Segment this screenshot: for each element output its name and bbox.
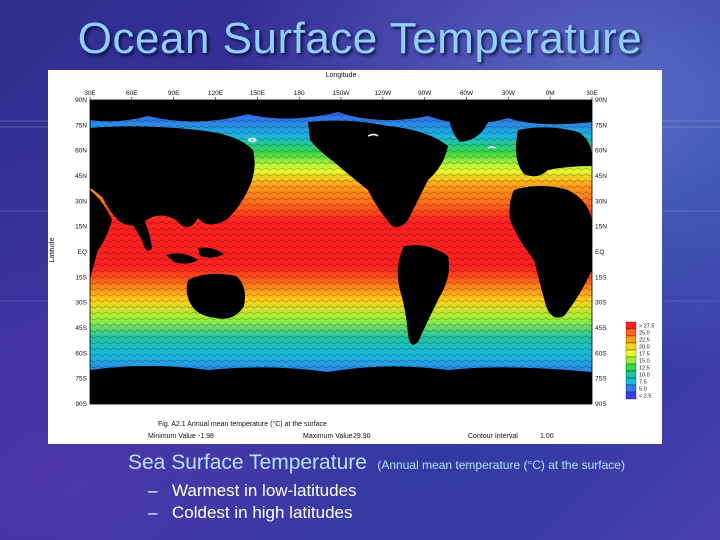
bullet-item: – Warmest in low-latitudes	[148, 480, 357, 502]
latitude-tick-label: 15N	[75, 224, 87, 231]
legend-label: 20.0	[639, 345, 650, 351]
legend-label: 25.0	[639, 331, 650, 337]
legend-swatch	[625, 328, 637, 337]
legend-swatch	[625, 363, 637, 372]
legend-swatch	[625, 335, 637, 344]
latitude-tick-label: EQ	[78, 249, 87, 256]
longitude-ticks: 30E 60E 90E 120E 150E 180 150W 120W 90W 60W 30W 0M 3…	[84, 90, 598, 100]
longitude-tick-label: 30E	[84, 90, 96, 97]
longitude-tick-label: 150W	[333, 90, 351, 97]
legend-swatch	[625, 384, 637, 393]
legend-swatch	[625, 342, 637, 351]
latitude-tick-label: 15S	[595, 274, 607, 281]
contour-interval-label: Contour Interval	[468, 433, 518, 440]
max-value: 29.90	[353, 433, 371, 440]
latitude-tick-label: 45S	[595, 325, 607, 332]
india-landmass	[128, 210, 152, 251]
longitude-tick-label: 90W	[418, 90, 432, 97]
legend-label: 5.0	[639, 387, 647, 393]
latitude-ticks-left: 90N 75N 60N 45N 30N 15N EQ 15S 30S 45S 60S 75S 90S	[75, 97, 88, 408]
max-value-label: Maximum Value	[303, 433, 353, 440]
sst-map-svg: Longitude Latitude 30E 60E 90E 120E 150E 180 1…	[49, 72, 654, 440]
longitude-tick-label: 120E	[208, 90, 224, 97]
legend-swatch	[625, 391, 637, 400]
latitude-tick-label: 45N	[75, 173, 87, 180]
latitude-tick-label: 75S	[595, 376, 607, 383]
temperature-legend: > 27.525.022.520.017.515.012.510.07.55.0…	[625, 321, 654, 400]
south-america-landmass	[397, 245, 449, 345]
latitude-tick-label: 45S	[75, 325, 87, 332]
antarctica-landmass	[90, 366, 592, 404]
legend-label: < 2.5	[639, 394, 651, 400]
latitude-tick-label: 60N	[75, 148, 87, 155]
latitude-tick-label: 15S	[75, 274, 87, 281]
legend-label: 12.5	[639, 366, 650, 372]
north-america-landmass	[308, 120, 448, 228]
caption-sub: (Annual mean temperature (°C) at the sur…	[377, 458, 625, 472]
latitude-tick-label: 30S	[75, 300, 87, 307]
asia-landmass	[90, 126, 255, 228]
legend-swatch	[625, 370, 637, 379]
longitude-tick-label: 30W	[502, 90, 516, 97]
legend-swatch	[625, 349, 637, 358]
latitude-tick-label: 60N	[595, 148, 607, 155]
latitude-tick-label: 60S	[75, 350, 87, 357]
latitude-tick-label: 15N	[595, 224, 607, 231]
longitude-tick-label: 180	[294, 90, 305, 97]
legend-label: > 27.5	[639, 324, 654, 330]
latitude-tick-label: 75N	[75, 122, 87, 129]
longitude-tick-label: 60E	[126, 90, 138, 97]
legend-label: 22.5	[639, 338, 650, 344]
caption-main: Sea Surface Temperature	[128, 451, 367, 474]
legend-label: 17.5	[639, 352, 650, 358]
bullet-text: Coldest in high latitudes	[172, 503, 353, 522]
latitude-tick-label: EQ	[595, 249, 604, 256]
sst-map-field	[90, 100, 592, 404]
longitude-tick-label: 150E	[250, 90, 266, 97]
indonesia-landmass	[166, 247, 224, 264]
africa-landmass	[509, 186, 592, 318]
min-value-label: Minimum Value	[148, 433, 196, 440]
min-value: -1.98	[198, 433, 214, 440]
caption: Sea Surface Temperature (Annual mean tem…	[128, 451, 625, 475]
contour-interval-value: 1.00	[540, 433, 554, 440]
africa-east-landmass	[90, 190, 112, 280]
sst-map-figure: Longitude Latitude 30E 60E 90E 120E 150E 180 1…	[48, 70, 662, 444]
latitude-tick-label: 90N	[595, 97, 607, 104]
latitude-tick-label: 30S	[595, 300, 607, 307]
europe-landmass	[516, 127, 592, 177]
longitude-tick-label: 0M	[546, 90, 555, 97]
latitude-tick-label: 90S	[75, 401, 87, 408]
legend-swatch	[625, 321, 637, 330]
longitude-tick-label: 60W	[460, 90, 474, 97]
greenland-landmass	[448, 111, 488, 142]
bullet-item: – Coldest in high latitudes	[148, 502, 357, 524]
slide-title: Ocean Surface Temperature	[77, 14, 643, 63]
australia-landmass	[186, 273, 245, 319]
latitude-tick-label: 30N	[75, 198, 87, 205]
longitude-tick-label: 30E	[586, 90, 598, 97]
bullet-dash: –	[148, 481, 158, 500]
legend-swatch	[625, 377, 637, 386]
figure-caption: Fig. A2.1 Annual mean temperature (°C) a…	[158, 420, 327, 428]
legend-label: 7.5	[639, 380, 647, 386]
latitude-tick-label: 90N	[75, 97, 87, 104]
legend-label: 10.0	[639, 373, 650, 379]
longitude-tick-label: 90E	[168, 90, 180, 97]
legend-swatch	[625, 356, 637, 365]
bullet-text: Warmest in low-latitudes	[172, 481, 357, 500]
longitude-label: Longitude	[326, 72, 357, 79]
bullet-list: – Warmest in low-latitudes – Coldest in …	[148, 480, 357, 524]
latitude-tick-label: 60S	[595, 350, 607, 357]
latitude-tick-label: 75S	[75, 376, 87, 383]
latitude-tick-label: 30N	[595, 198, 607, 205]
latitude-tick-label: 75N	[595, 122, 607, 129]
latitude-tick-label: 90S	[595, 401, 607, 408]
latitude-label: Latitude	[49, 237, 56, 262]
latitude-ticks-right: 90N 75N 60N 45N 30N 15N EQ 15S 30S 45S 60S 75S 90S	[595, 97, 607, 408]
bullet-dash: –	[148, 503, 158, 522]
latitude-tick-label: 45N	[595, 173, 607, 180]
legend-label: 15.0	[639, 359, 650, 365]
longitude-tick-label: 120W	[374, 90, 392, 97]
